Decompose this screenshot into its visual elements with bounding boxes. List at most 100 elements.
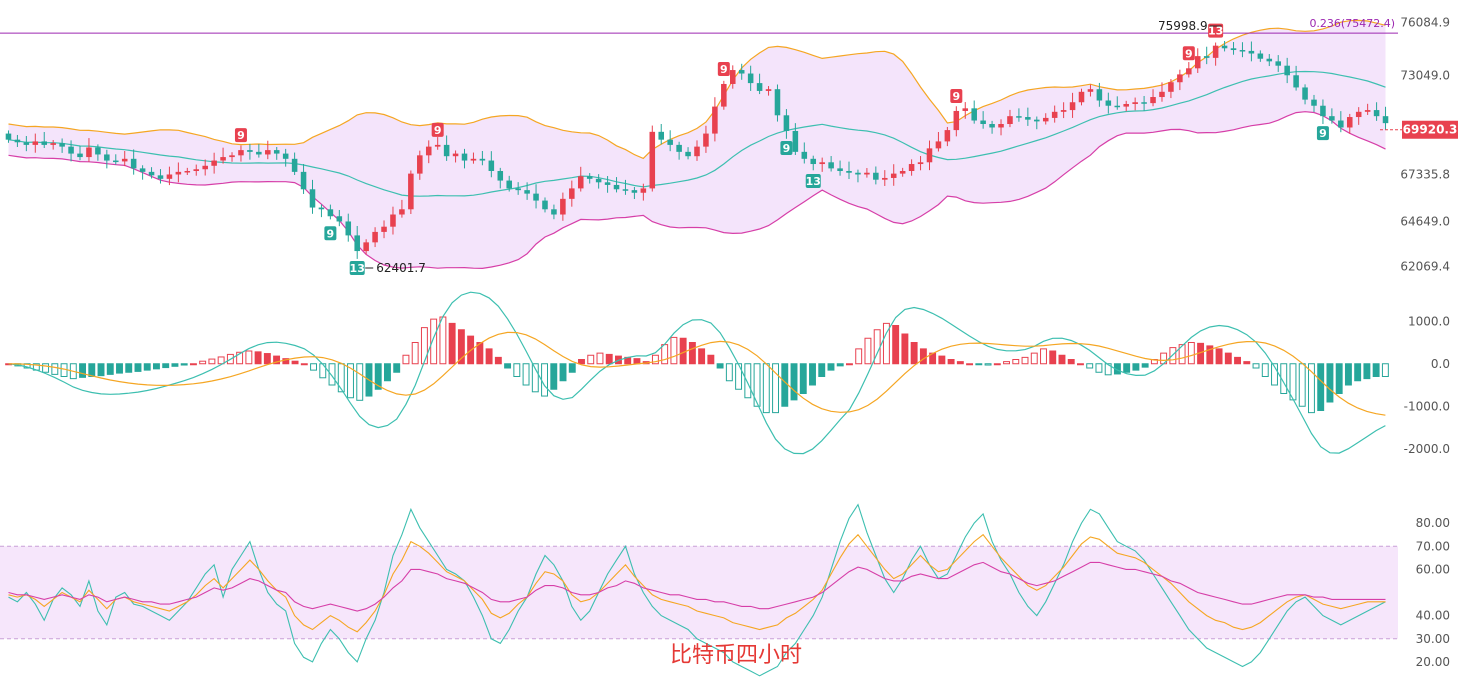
candle-body (774, 89, 781, 116)
macd-histogram-bar (411, 342, 419, 365)
macd-histogram-bar (1234, 356, 1241, 365)
td-mark-label: 9 (952, 90, 960, 103)
candle-body (470, 158, 477, 161)
macd-histogram-bar (97, 363, 105, 377)
macd-histogram-bar (956, 361, 964, 365)
candle-body (247, 150, 253, 152)
current-price-tag (1402, 120, 1458, 139)
candle-body (1257, 53, 1264, 59)
candle-body (1096, 89, 1103, 101)
candle-body (461, 153, 468, 161)
td-mark-badge (1182, 46, 1195, 61)
candle-body (1373, 110, 1380, 117)
bollinger-lower-line (8, 111, 1386, 270)
macd-histogram-bar (1261, 363, 1269, 377)
macd-histogram-bar (578, 359, 585, 365)
td-mark-label: 9 (1319, 127, 1327, 140)
candle-body (86, 147, 92, 158)
candle-body (41, 141, 48, 145)
candle-body (1105, 100, 1112, 106)
candle-body (515, 188, 521, 191)
candle-body (962, 108, 969, 111)
td-mark-label: 9 (237, 129, 245, 142)
macd-histogram-bar (1049, 350, 1057, 365)
macd-histogram-bar (1012, 359, 1020, 365)
candle-body (989, 124, 995, 128)
candle-body (175, 171, 182, 175)
candle-body (452, 153, 459, 157)
candle-body (980, 120, 986, 125)
macd-histogram-bar (1178, 344, 1186, 365)
macd-panel (5, 291, 1389, 455)
macd-histogram-bar (1363, 363, 1371, 380)
macd-histogram-bar (568, 363, 576, 373)
macd-histogram-bar (1252, 363, 1260, 369)
macd-histogram-bar (1021, 356, 1029, 365)
macd-histogram-bar (541, 363, 548, 397)
watermark-text: 比特币四小时 (670, 643, 802, 668)
candle-body (873, 172, 879, 180)
candle-body (953, 110, 960, 131)
macd-histogram-bar (1326, 363, 1334, 403)
candle-body (50, 143, 56, 145)
current-price-label: 69920.3 (1403, 123, 1458, 137)
macd-histogram-bar (347, 363, 354, 399)
candle-body (1186, 68, 1192, 75)
candle-body (882, 177, 888, 180)
candle-body (595, 178, 602, 183)
macd-histogram-bar (716, 363, 724, 369)
td-mark-badge (234, 128, 247, 143)
macd-histogram-bar (725, 363, 733, 382)
candle-body (282, 153, 289, 159)
candle-body (864, 172, 870, 175)
candle-body (810, 158, 817, 165)
td-mark-badge (1316, 126, 1329, 141)
candle-body (238, 150, 244, 156)
macd-histogram-bar (420, 327, 428, 365)
candle-body (1168, 82, 1174, 92)
low-annotation: 62401.7 (376, 261, 426, 275)
candle-body (1051, 111, 1058, 118)
macd-histogram-bar (910, 342, 918, 365)
price-tick-label: 67335.8 (1400, 168, 1450, 182)
candle-body (1329, 116, 1335, 121)
candle-body (318, 207, 325, 210)
price-tick-label: 64649.0 (1400, 214, 1450, 228)
candle-body (417, 155, 423, 174)
macd-histogram-bar (919, 348, 927, 365)
candle-body (166, 174, 173, 179)
candle-body (309, 189, 316, 208)
bollinger-upper-line (8, 19, 1386, 160)
candle-body (1025, 117, 1031, 120)
macd-dif-line (8, 291, 1386, 455)
macd-histogram-bar (1215, 348, 1223, 365)
macd-histogram-bar (670, 336, 678, 365)
candle-body (631, 190, 638, 193)
macd-histogram-bar (356, 363, 364, 401)
macd-histogram-bar (679, 337, 687, 365)
macd-histogram-bar (799, 363, 807, 394)
candle-body (792, 130, 799, 152)
macd-histogram-bar (300, 363, 308, 366)
candle-body (560, 198, 566, 215)
macd-histogram-bar (1058, 354, 1066, 365)
candle-body (926, 148, 933, 163)
rsi-band-fill (0, 546, 1398, 639)
td-mark-badge (1208, 23, 1224, 38)
candle-body (104, 154, 110, 161)
macd-histogram-bar (762, 363, 770, 414)
td-mark-badge (324, 226, 337, 241)
macd-histogram-bar (457, 329, 465, 365)
candle-body (998, 124, 1004, 128)
macd-histogram-bar (504, 363, 512, 369)
candle-body (622, 189, 629, 191)
rsi-tick-label: 20.00 (1416, 655, 1450, 669)
candle-body (738, 70, 745, 74)
macd-histogram-bar (476, 342, 484, 365)
macd-histogram-bar (310, 363, 317, 371)
candle-body (1060, 110, 1067, 112)
macd-histogram-bar (51, 363, 59, 375)
macd-histogram-bar (1224, 352, 1232, 365)
macd-histogram-bar (236, 351, 244, 365)
td-mark-badge (717, 61, 730, 76)
